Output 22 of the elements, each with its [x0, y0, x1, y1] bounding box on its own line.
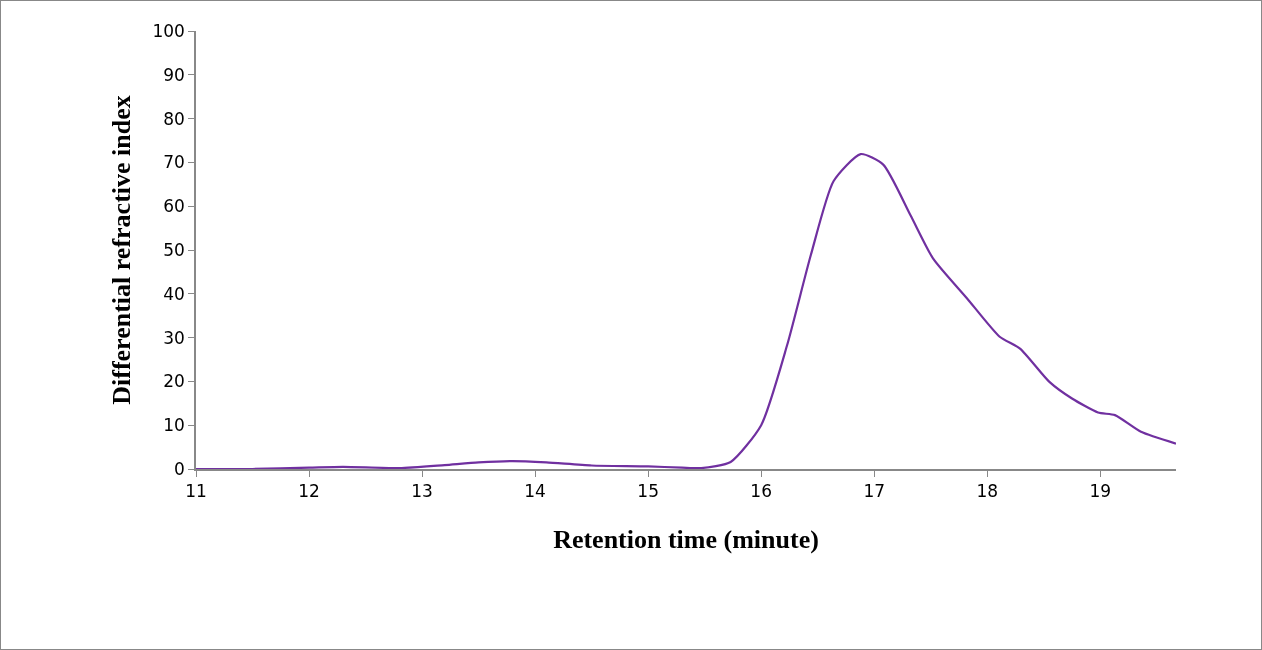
y-tick-label: 40 — [163, 283, 185, 304]
x-tick-label: 18 — [976, 481, 999, 502]
y-tick-label: 0 — [174, 458, 185, 479]
x-tick-label: 14 — [524, 481, 546, 502]
x-tick-label: 12 — [298, 481, 320, 502]
x-tick-label: 11 — [185, 481, 207, 502]
x-tick-label: 19 — [1089, 481, 1112, 502]
y-tick-label: 20 — [163, 371, 185, 392]
y-tick-label: 100 — [152, 20, 185, 41]
y-tick-label: 80 — [163, 108, 185, 129]
x-tick-label: 17 — [863, 481, 886, 502]
y-tick-label: 50 — [163, 239, 185, 260]
x-tick-label: 13 — [411, 481, 433, 502]
x-tick-label: 16 — [750, 481, 772, 502]
y-tick-label: 60 — [163, 196, 185, 217]
y-tick-label: 10 — [163, 415, 185, 436]
x-axis-title: Retention time (minute) — [553, 525, 819, 555]
y-tick-label: 30 — [163, 327, 185, 348]
y-tick-label: 70 — [163, 152, 185, 173]
x-tick-label: 15 — [637, 481, 659, 502]
y-tick-label: 90 — [163, 64, 185, 85]
y-axis-title: Differential refractive index — [107, 95, 137, 405]
